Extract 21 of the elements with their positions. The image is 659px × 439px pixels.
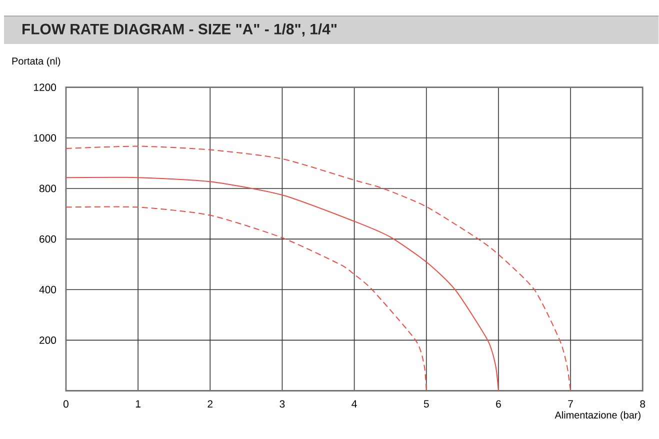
y-axis-title: Portata (nl): [12, 57, 60, 67]
y-tick-label: 800: [39, 184, 56, 192]
x-tick-label: 4: [352, 400, 357, 408]
line-series: [65, 206, 427, 392]
x-tick-label: 7: [568, 400, 573, 408]
x-tick-label: 5: [424, 400, 429, 408]
y-tick-label: 1200: [34, 84, 56, 92]
y-tick-label: 1000: [34, 134, 56, 142]
chart-title: FLOW RATE DIAGRAM - SIZE "A" - 1/8", 1/4": [22, 24, 336, 37]
y-tick-label: 200: [40, 336, 56, 344]
y-tick-label: 400: [39, 286, 56, 294]
x-tick-label: 0: [63, 400, 68, 408]
x-tick-label: 2: [208, 400, 212, 408]
x-tick-label: 3: [280, 400, 285, 408]
x-tick-label: 8: [640, 400, 646, 408]
x-tick-label: 6: [496, 400, 501, 408]
x-axis-title: Alimentazione (bar): [554, 411, 640, 421]
line-series: [65, 146, 572, 392]
y-tick-label: 600: [40, 235, 56, 243]
x-tick-label: 1: [136, 400, 140, 408]
line-series: [65, 177, 499, 392]
